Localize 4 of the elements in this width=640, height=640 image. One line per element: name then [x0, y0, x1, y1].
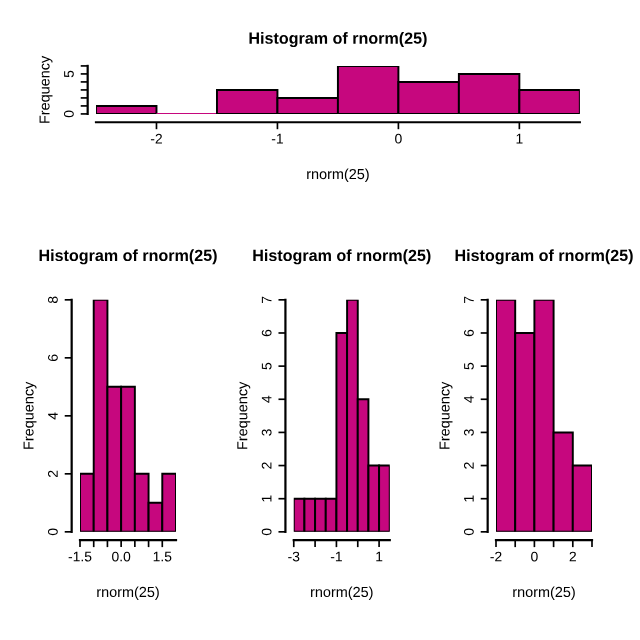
chart-title: Histogram of rnorm(25) — [253, 249, 431, 265]
chart-title: Histogram of rnorm(25) — [455, 249, 633, 265]
chart-title: Histogram of rnorm(25) — [249, 32, 427, 48]
chart-title: Histogram of rnorm(25) — [39, 249, 217, 265]
